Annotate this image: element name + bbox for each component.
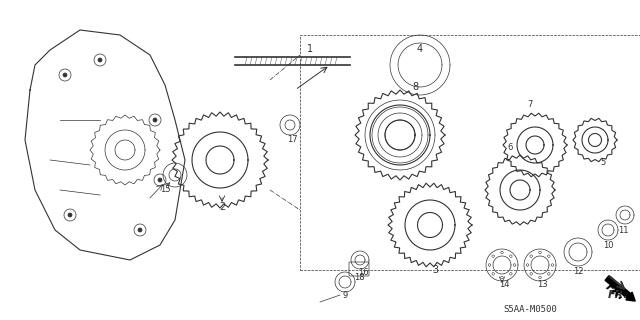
Circle shape: [153, 118, 157, 122]
Text: FR.: FR.: [607, 290, 628, 300]
Text: 6: 6: [508, 143, 513, 152]
Text: 15: 15: [160, 185, 170, 194]
Text: 3: 3: [432, 265, 438, 275]
Text: 1: 1: [307, 44, 313, 54]
FancyArrow shape: [605, 276, 635, 301]
Circle shape: [68, 213, 72, 217]
Text: 4: 4: [417, 44, 423, 54]
Text: 5: 5: [600, 158, 605, 167]
Circle shape: [138, 228, 142, 232]
Text: 18: 18: [354, 273, 364, 282]
Text: 11: 11: [618, 226, 628, 235]
Text: 16: 16: [358, 268, 368, 277]
Circle shape: [63, 73, 67, 77]
Text: 12: 12: [573, 267, 583, 276]
Circle shape: [98, 58, 102, 62]
Text: 8: 8: [412, 82, 418, 92]
Text: FR.: FR.: [604, 281, 627, 302]
Text: 17: 17: [287, 135, 298, 144]
Text: 13: 13: [537, 280, 547, 289]
Text: 9: 9: [342, 291, 348, 300]
Text: 10: 10: [603, 241, 613, 250]
Text: S5AA-M0500: S5AA-M0500: [503, 305, 557, 314]
Text: 7: 7: [527, 100, 532, 109]
Text: 14: 14: [499, 280, 509, 289]
FancyBboxPatch shape: [349, 262, 369, 276]
Text: 2: 2: [219, 202, 225, 212]
Circle shape: [158, 178, 162, 182]
